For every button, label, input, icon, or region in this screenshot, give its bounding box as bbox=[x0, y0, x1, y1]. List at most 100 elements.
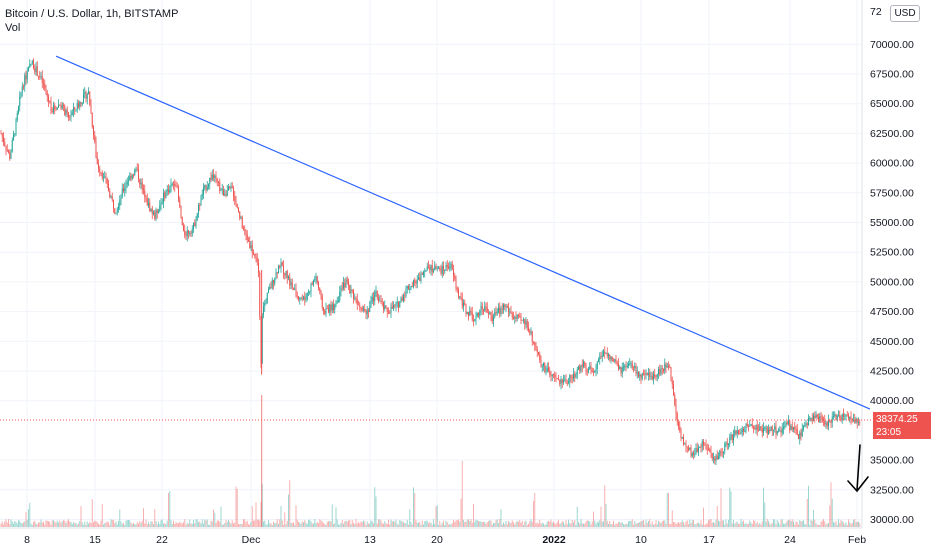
candle-body bbox=[329, 304, 331, 313]
price-axis[interactable]: 70000.00 67500.00 65000.00 62500.00 60000.00… bbox=[870, 6, 914, 526]
volume-bar bbox=[709, 519, 711, 527]
candle-body bbox=[848, 414, 849, 419]
volume-bar bbox=[631, 519, 633, 527]
trendline[interactable] bbox=[55, 55, 871, 410]
volume-bar bbox=[695, 524, 697, 527]
candle-body bbox=[33, 60, 34, 69]
candle-body bbox=[144, 190, 146, 197]
candle-body bbox=[523, 319, 524, 321]
volume-bar bbox=[706, 523, 708, 527]
volume-bar bbox=[600, 506, 602, 527]
candle-body bbox=[236, 203, 238, 208]
volume-bar bbox=[220, 506, 222, 527]
volume-bar bbox=[455, 520, 457, 527]
volume-bar bbox=[538, 523, 539, 527]
grid-lines bbox=[0, 0, 862, 528]
candle-body bbox=[773, 429, 774, 431]
price-tick-label: 72 bbox=[870, 6, 882, 18]
volume-bar bbox=[813, 509, 814, 527]
currency-badge[interactable]: USD bbox=[890, 5, 920, 22]
candle-body bbox=[258, 262, 259, 273]
candle-body bbox=[328, 308, 329, 313]
volume-bar bbox=[614, 524, 616, 527]
candle-body bbox=[39, 76, 41, 78]
volume-bar bbox=[129, 520, 131, 527]
volume-bar bbox=[431, 524, 433, 527]
candle-body bbox=[503, 304, 504, 310]
time-axis[interactable]: 8 15 22 Dec 13 20 2022 10 17 24 Feb bbox=[24, 534, 866, 546]
volume-bar bbox=[421, 520, 423, 527]
candle-body bbox=[274, 278, 276, 284]
candle-body bbox=[514, 316, 516, 319]
candle-body bbox=[200, 196, 202, 206]
candle-body bbox=[143, 188, 144, 191]
volume-bar bbox=[55, 522, 57, 527]
volume-bar bbox=[473, 504, 474, 527]
volume-bar bbox=[306, 524, 308, 527]
candle-body bbox=[433, 269, 434, 272]
volume-bar bbox=[546, 521, 548, 527]
candle-body bbox=[335, 301, 337, 305]
volume-bar bbox=[714, 523, 716, 527]
candle-body bbox=[109, 191, 111, 198]
volume-bar bbox=[174, 523, 176, 527]
volume-bar bbox=[696, 522, 698, 527]
candle-body bbox=[770, 427, 772, 432]
volume-bar bbox=[454, 521, 456, 527]
candle-body bbox=[264, 303, 266, 307]
volume-bar bbox=[724, 524, 726, 527]
volume-bar bbox=[88, 523, 89, 527]
candle-body bbox=[399, 301, 401, 308]
volume-bar bbox=[661, 520, 663, 527]
volume-bar bbox=[184, 519, 186, 527]
candle-body bbox=[684, 443, 686, 445]
candle-body bbox=[505, 306, 507, 308]
volume-bar bbox=[56, 520, 58, 527]
price-tick-label: 47500.00 bbox=[870, 306, 914, 318]
candle-body bbox=[653, 374, 654, 380]
candle-body bbox=[21, 86, 23, 93]
candle-body bbox=[559, 379, 561, 384]
volume-bar bbox=[355, 519, 357, 527]
candle-body bbox=[666, 365, 668, 368]
candle-body bbox=[528, 327, 529, 331]
volume-bar bbox=[819, 524, 821, 527]
volume-bar bbox=[554, 523, 556, 527]
volume-bar bbox=[409, 509, 411, 527]
candle-body bbox=[65, 110, 67, 115]
volume-bar bbox=[234, 522, 236, 527]
candle-body bbox=[104, 176, 106, 178]
volume-bar bbox=[768, 520, 769, 527]
volume-bar bbox=[151, 521, 153, 527]
volume-bar bbox=[84, 521, 86, 527]
volume-bar bbox=[271, 524, 273, 527]
down-arrow-annotation[interactable] bbox=[847, 444, 869, 493]
volume-bar bbox=[8, 519, 9, 527]
volume-bar bbox=[836, 524, 838, 527]
volume-bar bbox=[775, 524, 777, 527]
candle-body bbox=[696, 448, 698, 453]
candle-body bbox=[544, 363, 546, 372]
volume-bar bbox=[321, 521, 323, 527]
candle-body bbox=[159, 205, 161, 212]
candle-body bbox=[596, 362, 598, 369]
volume-bar bbox=[320, 520, 322, 527]
candle-body bbox=[383, 301, 384, 309]
volume-bar bbox=[701, 524, 703, 527]
volume-bar bbox=[496, 519, 498, 527]
price-tick-label: 67500.00 bbox=[870, 69, 914, 81]
candle-body bbox=[360, 307, 362, 309]
candle-body bbox=[165, 191, 167, 198]
candle-body bbox=[820, 416, 822, 418]
volume-bar bbox=[29, 502, 31, 527]
candle-body bbox=[649, 373, 651, 377]
volume-bar bbox=[765, 521, 767, 527]
candle-body bbox=[801, 428, 803, 436]
candle-body bbox=[439, 267, 441, 270]
volume-bar bbox=[685, 521, 687, 527]
volume-bar bbox=[298, 521, 299, 527]
volume-bar bbox=[149, 524, 151, 527]
candle-body bbox=[138, 169, 139, 180]
volume-bar bbox=[116, 524, 118, 527]
